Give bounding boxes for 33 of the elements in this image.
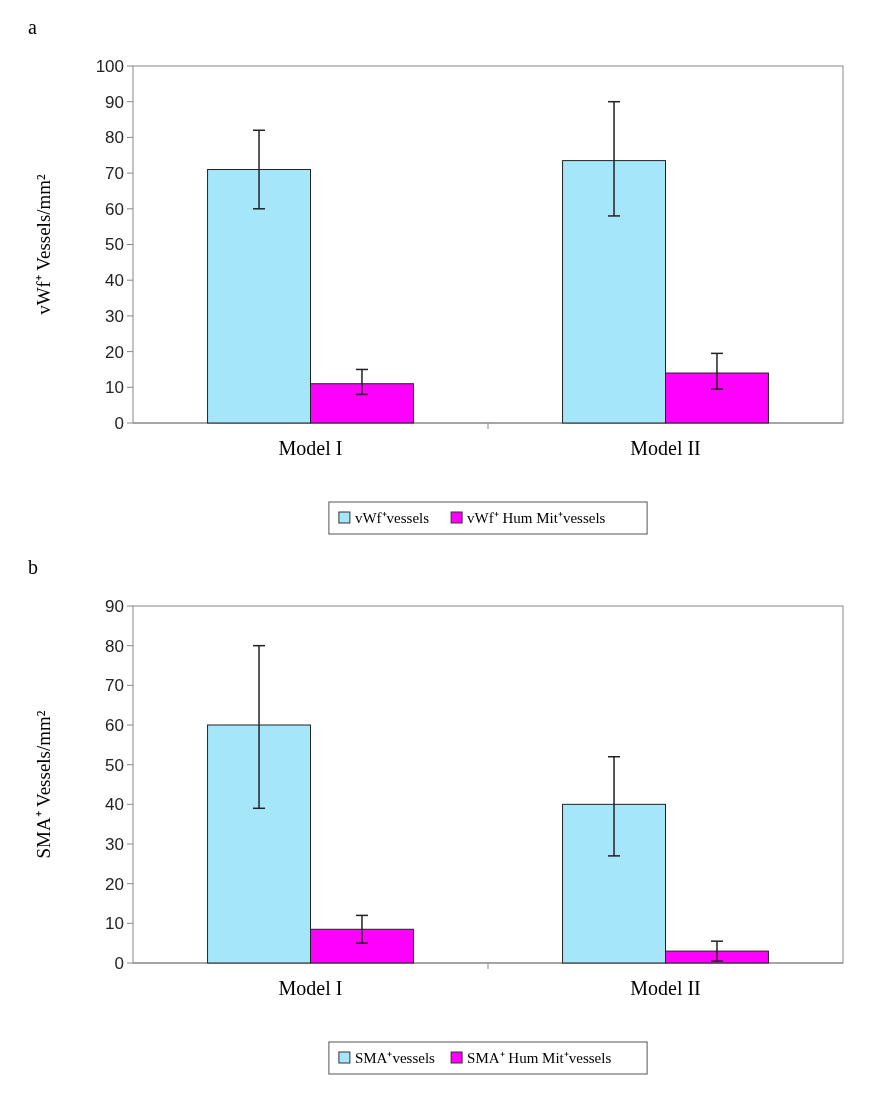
- x-tick-label: Model II: [630, 437, 701, 459]
- y-tick-label: 10: [105, 914, 124, 934]
- y-tick-label: 70: [105, 676, 124, 696]
- y-tick-label: 50: [105, 755, 124, 775]
- legend-label: SMA⁺vessels: [354, 1050, 436, 1067]
- y-tick-label: 50: [105, 235, 124, 255]
- legend-label: SMA⁺ Hum Mit⁺vessels: [467, 1050, 612, 1067]
- y-tick-label: 100: [95, 56, 124, 76]
- x-tick-label: Model I: [278, 437, 343, 459]
- y-tick-label: 80: [105, 636, 124, 656]
- y-axis-title: vWf⁺ Vessels/mm²: [33, 173, 54, 315]
- y-tick-label: 40: [105, 795, 124, 815]
- y-tick-label: 0: [114, 413, 124, 433]
- y-tick-label: 20: [105, 342, 124, 362]
- chart-title: a: [28, 16, 37, 38]
- y-tick-label: 30: [105, 834, 124, 854]
- chart-title: b: [28, 556, 38, 578]
- y-tick-label: 60: [105, 715, 124, 735]
- y-tick-label: 20: [105, 874, 124, 894]
- y-tick-label: 90: [105, 92, 124, 112]
- y-tick-label: 70: [105, 164, 124, 184]
- legend-label: vWf⁺ Hum Mit⁺vessels: [467, 510, 606, 527]
- y-tick-label: 10: [105, 378, 124, 398]
- y-tick-label: 30: [105, 306, 124, 326]
- x-tick-label: Model II: [630, 977, 701, 999]
- y-tick-label: 40: [105, 271, 124, 291]
- y-tick-label: 90: [105, 596, 124, 616]
- x-tick-label: Model I: [278, 977, 343, 999]
- legend-label: vWf⁺vessels: [354, 510, 430, 527]
- y-tick-label: 60: [105, 199, 124, 219]
- y-tick-label: 80: [105, 128, 124, 148]
- y-tick-label: 0: [114, 953, 124, 973]
- y-axis-title: SMA⁺ Vessels/mm²: [33, 710, 54, 859]
